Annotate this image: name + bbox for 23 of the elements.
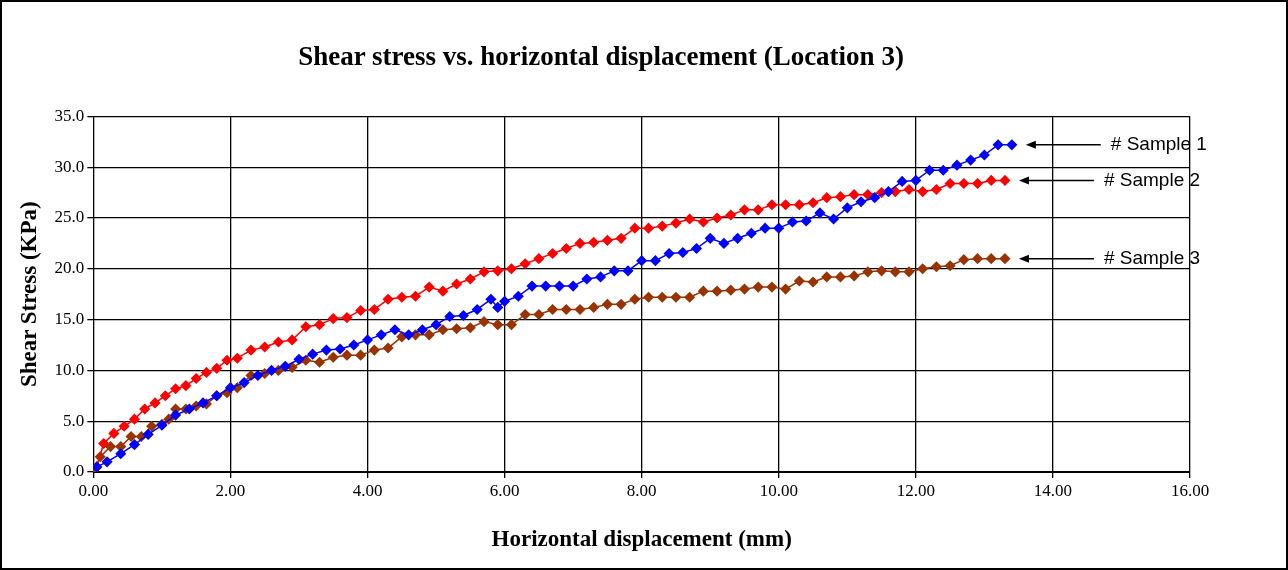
y-tick-label: 5.0 <box>63 410 85 430</box>
text: # Sample 1 <box>1110 133 1207 155</box>
text: # Sample 3 <box>1103 246 1201 268</box>
y-tick-label: 15.0 <box>54 309 85 329</box>
y-axis-title: Shear Stress (KPa) <box>15 201 41 388</box>
x-tick-label: 6.00 <box>489 480 520 500</box>
x-tick-label: 12.00 <box>896 480 935 500</box>
text: # Sample 2 <box>1103 168 1201 190</box>
x-tick-label: 16.00 <box>1170 480 1210 500</box>
x-tick-label: 8.00 <box>626 480 657 500</box>
x-tick-label: 10.00 <box>759 480 798 500</box>
x-tick-label: 0.00 <box>78 480 109 500</box>
y-tick-label: 35.0 <box>54 105 85 125</box>
x-tick-label: 2.00 <box>215 480 246 500</box>
x-axis-title: Horizontal displacement (mm) <box>491 526 792 552</box>
y-tick-label: 0.0 <box>63 461 85 481</box>
y-tick-label: 10.0 <box>54 359 85 379</box>
y-tick-label: 25.0 <box>54 207 85 227</box>
y-tick-label: 30.0 <box>54 156 85 176</box>
y-tick-label: 20.0 <box>54 258 85 278</box>
x-tick-label: 14.00 <box>1033 480 1073 500</box>
chart-title: Shear stress vs. horizontal displacement (Location 3) <box>298 41 904 72</box>
x-tick-label: 4.00 <box>352 480 383 500</box>
